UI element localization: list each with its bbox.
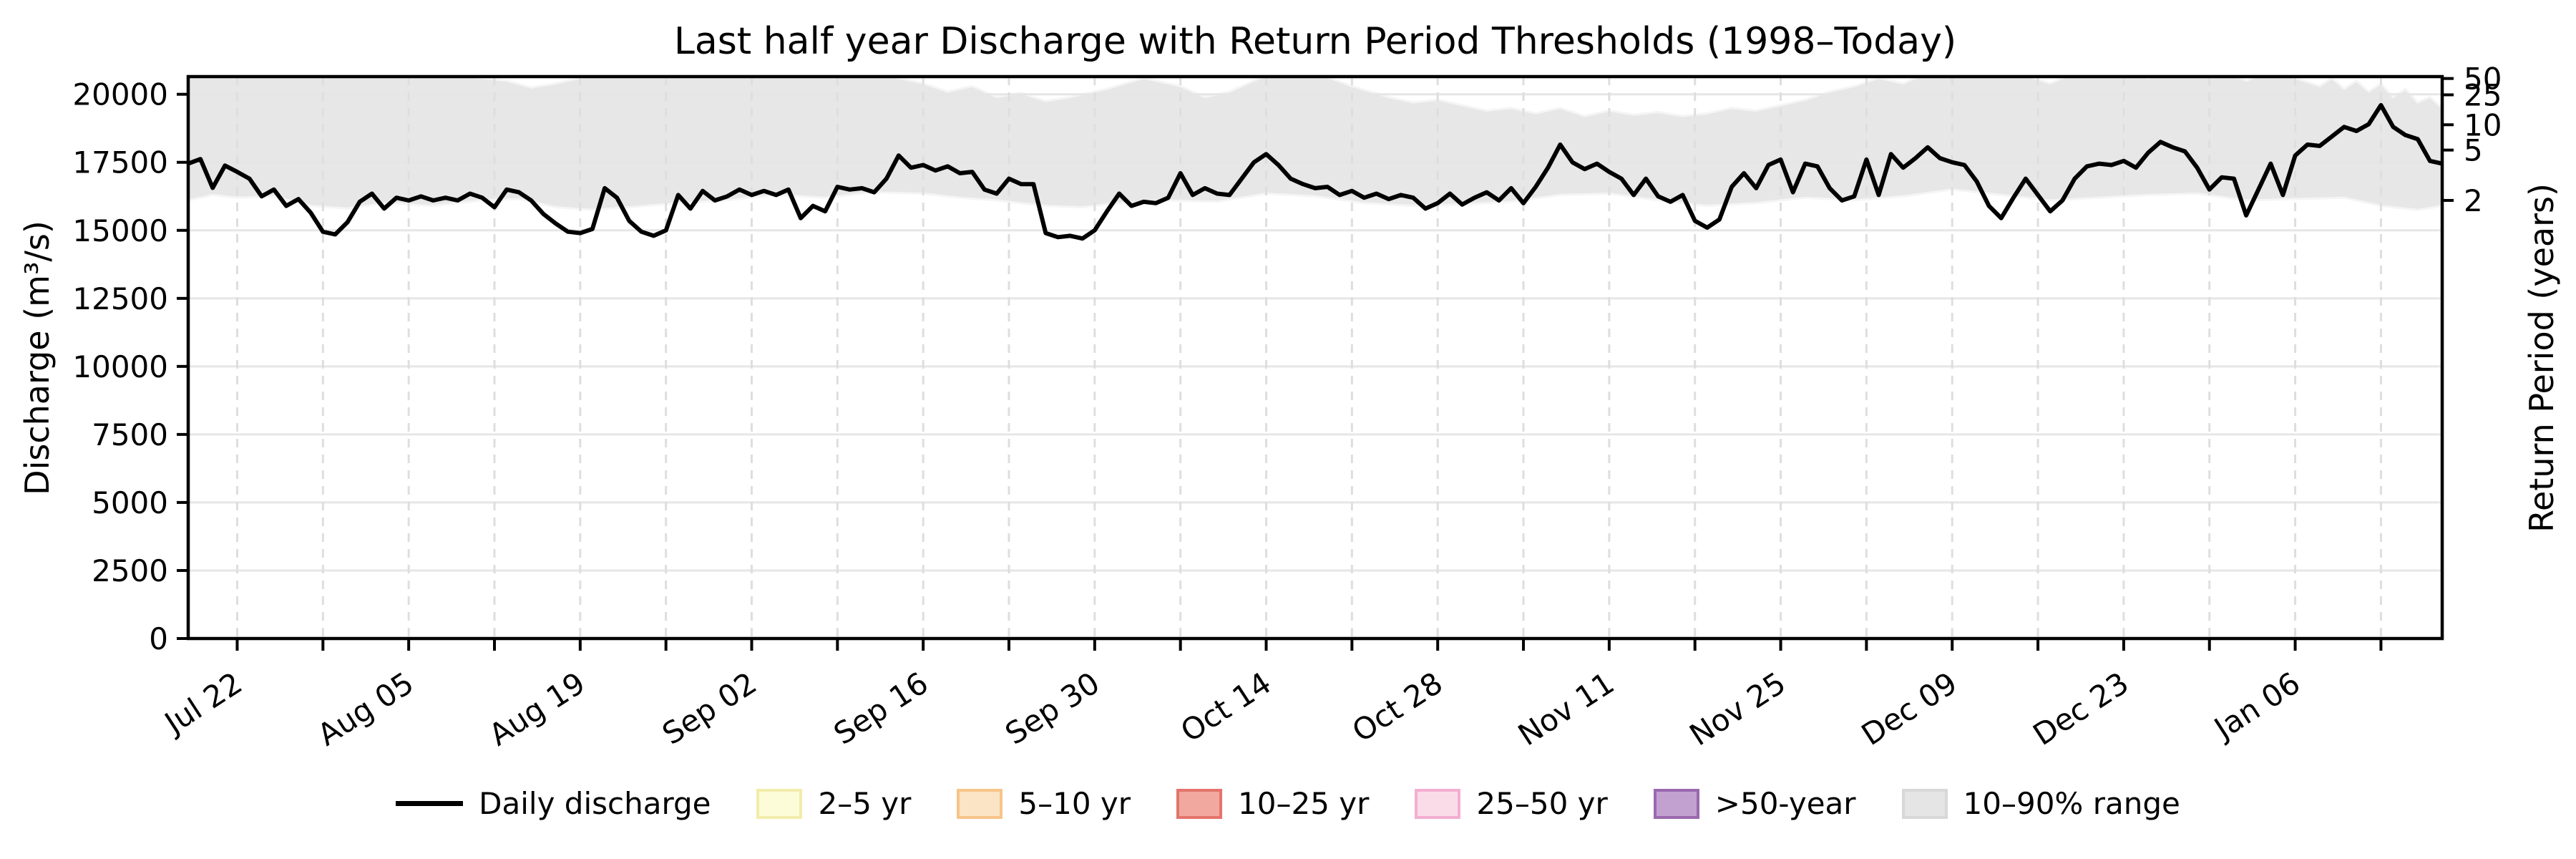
y-tick-label: 5000 [92,485,168,520]
y-tick-label: 2500 [92,553,168,588]
legend: Daily discharge 2–5 yr 5–10 yr 10–25 yr 25–5… [0,786,2576,821]
x-tick-label: Aug 19 [483,665,591,752]
legend-swatch [1653,788,1699,819]
x-tick-label: Sep 16 [828,665,935,752]
y-axis-left: 0 2500 5000 7500 10000 12500 15000 17500 20000 [72,77,188,656]
legend-item: 25–50 yr [1415,786,1608,821]
legend-label: >50-year [1714,786,1856,821]
legend-label: 2–5 yr [818,786,912,821]
y-tick-label: 15000 [72,213,168,248]
legend-item: Daily discharge [396,786,711,821]
y-tick-label: 10000 [72,349,168,384]
legend-label: 25–50 yr [1476,786,1608,821]
x-tick-label: Sep 30 [999,665,1106,752]
legend-swatch [957,788,1003,819]
y-tick-label: 12500 [72,281,168,316]
x-tick-label: Dec 23 [2026,665,2135,752]
legend-label: 10–90% range [1963,786,2180,821]
x-tick-label: Aug 05 [311,665,419,752]
y-tick-label: 0 [149,621,168,656]
return-period-tick-label: 25 [2464,77,2502,112]
legend-swatch [756,788,803,819]
daily-discharge-line [188,102,2442,241]
x-tick-label: Nov 11 [1512,665,1620,752]
legend-label: 10–25 yr [1238,786,1370,821]
horizontal-gridlines [188,93,2442,640]
legend-item: 10–90% range [1901,786,2180,821]
legend-label: Daily discharge [479,786,711,821]
legend-item: 10–25 yr [1176,786,1369,821]
legend-item: >50-year [1653,786,1856,821]
x-tick-label: Nov 25 [1684,665,1792,752]
legend-line-sample [396,801,464,806]
return-period-tick-label: 10 [2464,107,2502,142]
legend-item: 5–10 yr [957,786,1131,821]
x-tick-label: Jan 06 [2206,665,2306,747]
legend-label: 5–10 yr [1018,786,1131,821]
return-period-tick-label: 2 [2464,183,2483,218]
y-tick-label: 7500 [92,417,168,452]
x-tick-label: Oct 14 [1174,665,1277,749]
x-tick-label: Oct 28 [1346,665,1449,749]
y-tick-label: 17500 [72,145,168,180]
legend-item: 2–5 yr [756,786,911,821]
legend-swatch [1901,788,1948,819]
x-tick-label: Dec 09 [1855,665,1963,752]
return-period-tick-label: 50 [2464,62,2502,97]
x-tick-label: Sep 02 [656,665,763,752]
x-axis: Jul 22 Aug 05 Aug 19 Sep 02 Sep 16 Sep 30 Oct … [157,639,2383,752]
legend-swatch [1415,788,1461,819]
legend-swatch [1176,788,1223,819]
x-tick-label: Jul 22 [157,665,248,742]
y-tick-label: 20000 [72,77,168,112]
return-period-tick-label: 5 [2464,133,2483,168]
axes-spines [186,74,2444,641]
chart-title: Last half year Discharge with Return Per… [673,20,1957,63]
